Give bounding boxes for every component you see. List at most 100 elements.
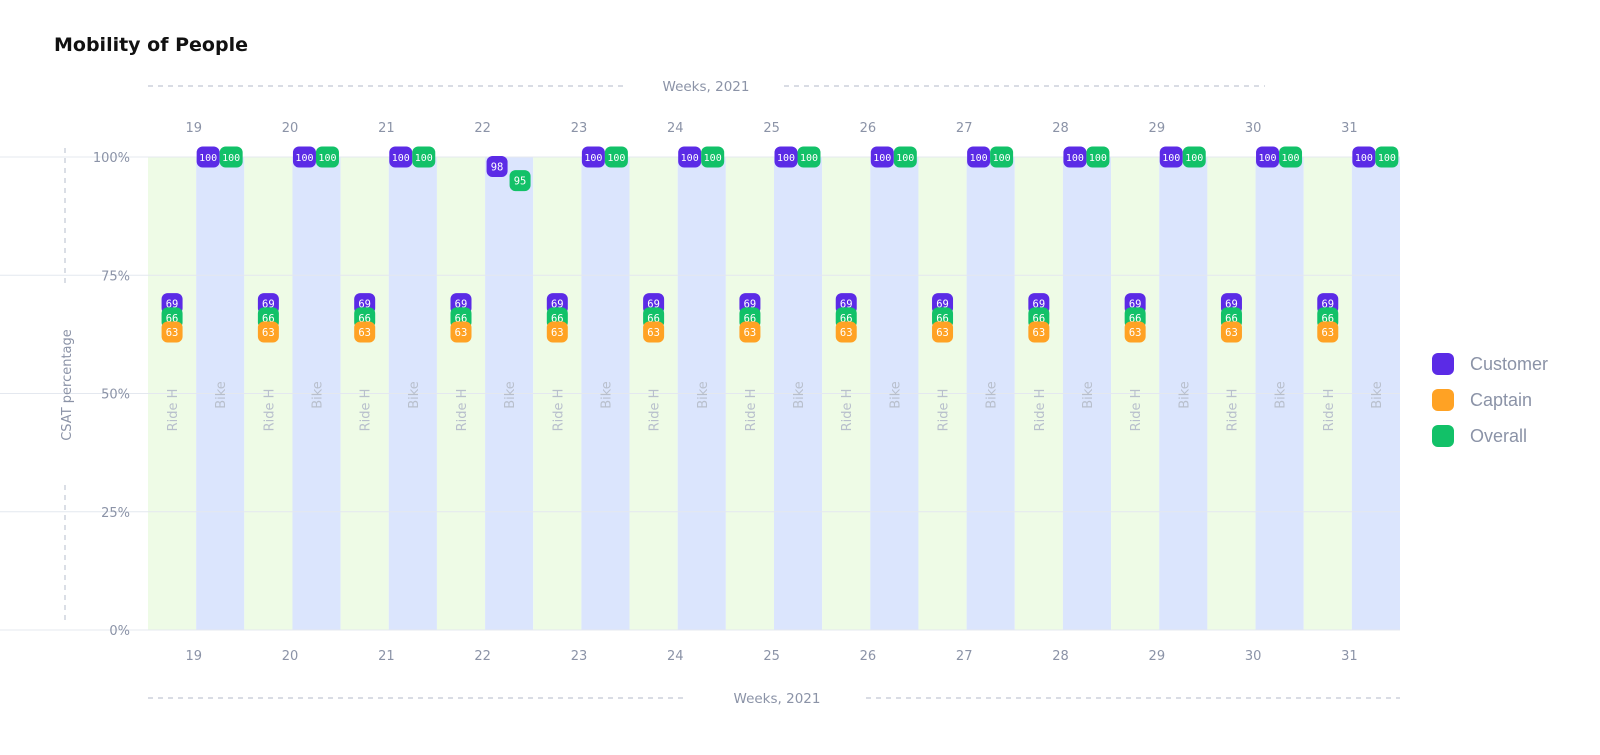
customer-bike-data-label: 100: [1066, 153, 1084, 164]
x-tick-label-top: 31: [1341, 121, 1358, 136]
customer-bike-data-label: 100: [873, 153, 891, 164]
customer-bike-data-label: 100: [1259, 153, 1277, 164]
x-tick-label-bottom: 31: [1341, 649, 1358, 664]
captain-ride-hailing-data-label: 63: [1225, 327, 1238, 339]
legend-swatch: [1432, 389, 1454, 411]
legend-swatch: [1432, 353, 1454, 375]
overall-bike-data-label: 100: [704, 153, 722, 164]
subcategory-label-ride-hailing: Ride H: [551, 389, 566, 432]
overall-bike-point: [1182, 146, 1206, 168]
customer-bike-data-label: 100: [1355, 153, 1373, 164]
customer-bike-point: [389, 146, 413, 168]
captain-ride-hailing-point: [835, 321, 857, 343]
customer-bike-data-label: 100: [392, 153, 410, 164]
overall-bike-point: [315, 146, 339, 168]
overall-bike-data-label: 100: [1282, 153, 1300, 164]
overall-bike-data-label: 100: [800, 153, 818, 164]
customer-bike-point: [1256, 146, 1280, 168]
legend-item[interactable]: Captain: [1432, 382, 1548, 418]
overall-bike-point: [1086, 146, 1110, 168]
captain-ride-hailing-point: [739, 321, 761, 343]
customer-bike-point: [870, 146, 894, 168]
x-tick-label-top: 20: [282, 121, 299, 136]
x-tick-label-bottom: 27: [956, 649, 973, 664]
captain-ride-hailing-point: [450, 321, 472, 343]
subcategory-label-bike: Bike: [214, 381, 229, 409]
captain-ride-hailing-data-label: 63: [1033, 327, 1046, 339]
chart-title: Mobility of People: [54, 34, 248, 56]
captain-ride-hailing-point: [1028, 321, 1050, 343]
captain-ride-hailing-point: [257, 321, 279, 343]
x-tick-label-bottom: 28: [1052, 649, 1069, 664]
legend-label: Captain: [1470, 389, 1533, 410]
customer-bike-data-label: 100: [681, 153, 699, 164]
subcategory-label-ride-hailing: Ride H: [1322, 389, 1337, 432]
overall-bike-data-label: 100: [1089, 153, 1107, 164]
x-tick-label-top: 30: [1245, 121, 1262, 136]
y-tick-label: 75%: [101, 269, 130, 284]
x-tick-label-bottom: 23: [571, 649, 588, 664]
customer-bike-data-label: 100: [1162, 153, 1180, 164]
legend-swatch: [1432, 425, 1454, 447]
subcategory-label-bike: Bike: [1274, 381, 1289, 409]
subcategory-label-ride-hailing: Ride H: [359, 389, 374, 432]
customer-bike-data-label: 100: [295, 153, 313, 164]
x-tick-label-top: 26: [860, 121, 877, 136]
captain-ride-hailing-data-label: 63: [455, 327, 468, 339]
subcategory-label-ride-hailing: Ride H: [455, 389, 470, 432]
subcategory-label-bike: Bike: [696, 381, 711, 409]
x-tick-label-bottom: 26: [860, 649, 877, 664]
overall-bike-data-label: 100: [896, 153, 914, 164]
legend-item[interactable]: Customer: [1432, 346, 1548, 382]
captain-ride-hailing-point: [546, 321, 568, 343]
overall-bike-data-label: 100: [993, 153, 1011, 164]
subcategory-label-ride-hailing: Ride H: [1033, 389, 1048, 432]
legend-item[interactable]: Overall: [1432, 418, 1548, 454]
overall-bike-point: [604, 146, 628, 168]
subcategory-label-ride-hailing: Ride H: [1129, 389, 1144, 432]
overall-bike-point: [1279, 146, 1303, 168]
subcategory-label-ride-hailing: Ride H: [840, 389, 855, 432]
subcategory-label-ride-hailing: Ride H: [166, 389, 181, 432]
x-tick-label-bottom: 22: [474, 649, 491, 664]
x-tick-label-bottom: 25: [763, 649, 780, 664]
customer-bike-point: [1352, 146, 1376, 168]
legend-label: Overall: [1470, 425, 1528, 446]
captain-ride-hailing-data-label: 63: [262, 327, 275, 339]
customer-bike-data-label: 100: [970, 153, 988, 164]
x-tick-label-top: 22: [474, 121, 491, 136]
overall-bike-point: [219, 146, 243, 168]
captain-ride-hailing-point: [161, 321, 183, 343]
captain-ride-hailing-point: [1124, 321, 1146, 343]
subcategory-label-bike: Bike: [888, 381, 903, 409]
overall-bike-point: [412, 146, 436, 168]
x-tick-label-top: 19: [185, 121, 202, 136]
subcategory-label-bike: Bike: [1370, 381, 1385, 409]
subcategory-label-ride-hailing: Ride H: [262, 389, 277, 432]
subcategory-label-bike: Bike: [1177, 381, 1192, 409]
customer-bike-data-label: 98: [491, 161, 504, 173]
captain-ride-hailing-data-label: 63: [936, 327, 949, 339]
customer-bike-point: [1063, 146, 1087, 168]
overall-bike-data-label: 100: [318, 153, 336, 164]
x-tick-label-bottom: 30: [1245, 649, 1262, 664]
captain-ride-hailing-data-label: 63: [1321, 327, 1334, 339]
chart-legend: Customer Captain Overall: [1432, 346, 1548, 454]
subcategory-label-ride-hailing: Ride H: [1225, 389, 1240, 432]
captain-ride-hailing-data-label: 63: [840, 327, 853, 339]
x-tick-label-top: 24: [667, 121, 684, 136]
overall-bike-point: [1375, 146, 1399, 168]
subcategory-label-bike: Bike: [792, 381, 807, 409]
y-axis-title: CSAT percentage: [60, 329, 75, 441]
captain-ride-hailing-data-label: 63: [647, 327, 660, 339]
x-tick-label-bottom: 24: [667, 649, 684, 664]
overall-bike-data-label: 100: [1378, 153, 1396, 164]
overall-bike-data-label: 100: [1185, 153, 1203, 164]
overall-bike-point: [990, 146, 1014, 168]
subcategory-label-bike: Bike: [1081, 381, 1096, 409]
captain-ride-hailing-point: [932, 321, 954, 343]
captain-ride-hailing-point: [354, 321, 376, 343]
overall-bike-data-label: 100: [607, 153, 625, 164]
bottom-axis-title: Weeks, 2021: [734, 691, 821, 707]
